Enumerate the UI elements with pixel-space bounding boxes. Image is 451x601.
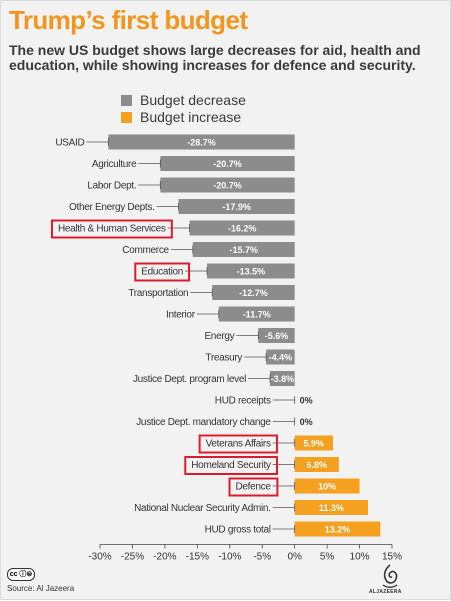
category-label-health-and-human-services: Health & Human Services xyxy=(58,224,166,235)
al-jazeera-logo-icon xyxy=(382,564,398,588)
category-label-hud-receipts: HUD receipts xyxy=(215,396,271,407)
category-label-other-energy-depts: Other Energy Depts. xyxy=(69,202,154,213)
bar-labor-dept xyxy=(160,177,295,193)
x-tick-label-3: -15% xyxy=(186,552,209,563)
bar-defence xyxy=(294,478,360,494)
bar-usaid xyxy=(108,134,295,150)
category-label-veterans-affairs: Veterans Affairs xyxy=(206,439,271,450)
value-label-education: -13.5% xyxy=(237,267,266,277)
category-label-labor-dept: Labor Dept. xyxy=(87,181,136,192)
category-label-usaid: USAID xyxy=(55,138,84,149)
category-label-agriculture: Agriculture xyxy=(92,159,137,170)
value-label-defence: 10% xyxy=(318,482,336,492)
category-label-national-nuclear-security-admin: National Nuclear Security Admin. xyxy=(134,503,271,514)
value-label-homeland-security: 6.8% xyxy=(306,460,327,470)
highlight-box-health-and-human-services xyxy=(50,219,173,239)
category-label-hud-gross-total: HUD gross total xyxy=(205,525,271,536)
value-label-energy: -5.6% xyxy=(265,331,289,341)
value-label-other-energy-depts: -17.9% xyxy=(222,202,251,212)
value-label-hud-receipts: 0% xyxy=(300,396,313,406)
x-tick-label-2: -20% xyxy=(153,552,176,563)
bar-hud-gross-total xyxy=(294,521,381,537)
legend-swatch-increase xyxy=(121,112,132,123)
bar-homeland-security xyxy=(294,457,339,472)
value-label-national-nuclear-security-admin: 11.3% xyxy=(319,503,344,513)
highlight-box-education xyxy=(134,262,191,282)
category-label-interior: Interior xyxy=(166,310,196,321)
x-tick-label-7: 5% xyxy=(320,552,335,563)
category-label-energy: Energy xyxy=(204,331,234,342)
value-label-treasury: -4.4% xyxy=(269,353,293,363)
x-tick-label-4: -10% xyxy=(218,552,241,563)
category-label-justice-dept-program-level: Justice Dept. program level xyxy=(133,374,246,385)
value-label-labor-dept: -20.7% xyxy=(213,181,242,191)
legend-swatch-decrease xyxy=(121,95,132,106)
bar-treasury xyxy=(266,349,295,365)
x-tick-label-1: -25% xyxy=(121,552,144,563)
chart-subtitle: The new US budget shows large decreases … xyxy=(9,42,421,73)
bar-health-and-human-services xyxy=(189,220,295,236)
category-label-treasury: Treasury xyxy=(205,353,242,364)
legend-label-increase: Budget increase xyxy=(140,109,242,125)
value-label-usaid: -28.7% xyxy=(187,138,216,148)
x-tick-label-0: -30% xyxy=(88,552,111,563)
x-tick-label-9: 15% xyxy=(382,552,402,563)
legend-item-decrease: Budget decrease xyxy=(121,92,246,108)
highlight-box-homeland-security xyxy=(184,456,278,475)
legend-item-increase: Budget increase xyxy=(121,109,241,125)
value-label-justice-dept-mandatory-change: 0% xyxy=(300,417,313,427)
x-tick-label-6: 0% xyxy=(287,552,302,563)
value-label-hud-gross-total: 13.2% xyxy=(325,525,351,535)
creative-commons-badge: cc ⓘ⊜ xyxy=(7,568,35,581)
category-label-homeland-security: Homeland Security xyxy=(191,460,271,471)
value-label-health-and-human-services: -16.2% xyxy=(228,224,257,234)
bar-transportation xyxy=(212,285,295,300)
chart-title: Trump’s first budget xyxy=(9,5,248,35)
bar-commerce xyxy=(192,242,295,257)
logo-text: ALJAZEERA xyxy=(369,589,402,595)
value-label-interior: -11.7% xyxy=(243,310,271,320)
bar-other-energy-depts xyxy=(178,199,295,214)
category-label-commerce: Commerce xyxy=(122,245,169,256)
bar-veterans-affairs xyxy=(294,435,333,451)
category-label-justice-dept-mandatory-change: Justice Dept. mandatory change xyxy=(136,417,271,428)
highlight-box-defence xyxy=(228,477,279,497)
x-tick-label-5: -5% xyxy=(253,552,271,563)
bar-education xyxy=(207,263,295,279)
legend-label-decrease: Budget decrease xyxy=(140,92,246,108)
bar-interior xyxy=(218,306,295,322)
value-label-justice-dept-program-level: -3.8% xyxy=(271,374,295,384)
value-label-veterans-affairs: 5.9% xyxy=(304,439,325,449)
highlight-box-veterans-affairs xyxy=(198,434,278,454)
bar-agriculture xyxy=(160,156,295,171)
source-note: Source: Al Jazeera xyxy=(7,584,75,593)
value-label-transportation: -12.7% xyxy=(239,288,268,298)
bar-energy xyxy=(258,328,295,343)
bar-justice-dept-program-level xyxy=(270,371,295,386)
category-label-defence: Defence xyxy=(236,482,272,493)
bar-national-nuclear-security-admin xyxy=(294,500,368,515)
value-label-agriculture: -20.7% xyxy=(213,159,242,169)
category-label-transportation: Transportation xyxy=(128,288,188,299)
category-label-education: Education xyxy=(141,267,183,278)
x-tick-label-8: 10% xyxy=(350,552,370,563)
value-label-commerce: -15.7% xyxy=(229,245,258,255)
